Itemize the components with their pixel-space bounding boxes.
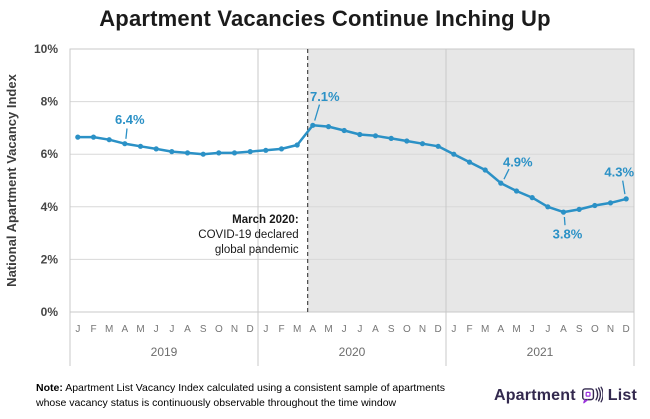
svg-text:N: N [607, 324, 614, 335]
y-axis-tick-labels: 0% 2% 4% 6% 8% 10% [34, 42, 58, 319]
svg-text:6.4%: 6.4% [115, 112, 145, 127]
data-points [75, 122, 629, 215]
svg-text:O: O [215, 324, 223, 335]
svg-text:4.9%: 4.9% [503, 155, 533, 170]
svg-text:A: A [497, 324, 504, 335]
svg-text:3.8%: 3.8% [553, 227, 583, 242]
svg-text:S: S [576, 324, 583, 335]
footnote-line1: Note: Apartment List Vacancy Index calcu… [36, 382, 445, 394]
svg-text:D: D [247, 324, 254, 335]
svg-text:M: M [136, 324, 144, 335]
svg-text:F: F [278, 324, 284, 335]
svg-text:D: D [435, 324, 442, 335]
svg-text:N: N [419, 324, 426, 335]
year-labels: 2019 2020 2021 [151, 345, 554, 359]
logo-word-apartment: Apartment [493, 387, 576, 404]
svg-text:2%: 2% [41, 252, 59, 266]
plot-border [69, 48, 635, 366]
svg-text:7.1%: 7.1% [310, 89, 340, 104]
svg-text:F: F [466, 324, 472, 335]
svg-text:8%: 8% [41, 95, 59, 109]
logo-word-list: List [607, 387, 637, 404]
footnote-line2: whose vacancy status is continuously obs… [36, 397, 397, 410]
value-annotations: 6.4% 7.1% 4.9% 3.8% 4.3% [115, 89, 634, 242]
svg-text:4%: 4% [41, 200, 59, 214]
svg-text:S: S [200, 324, 207, 335]
svg-text:O: O [591, 324, 599, 335]
vacancy-line [76, 124, 628, 214]
svg-text:M: M [293, 324, 301, 335]
svg-text:J: J [154, 324, 159, 335]
svg-text:O: O [403, 324, 411, 335]
svg-text:J: J [263, 324, 268, 335]
gridlines [70, 101, 634, 260]
svg-text:S: S [388, 324, 395, 335]
svg-text:J: J [342, 324, 347, 335]
svg-text:D: D [623, 324, 630, 335]
svg-text:M: M [481, 324, 489, 335]
svg-text:F: F [90, 324, 96, 335]
svg-text:A: A [560, 324, 567, 335]
svg-text:2019: 2019 [151, 345, 178, 359]
svg-text:A: A [309, 324, 316, 335]
svg-text:M: M [512, 324, 520, 335]
svg-text:2021: 2021 [527, 345, 554, 359]
svg-text:J: J [451, 324, 456, 335]
svg-text:10%: 10% [34, 42, 58, 56]
svg-text:2020: 2020 [339, 345, 366, 359]
svg-text:A: A [121, 324, 128, 335]
y-axis-title: National Apartment Vacancy Index [4, 73, 19, 286]
svg-text:J: J [75, 324, 80, 335]
chart-title: Apartment Vacancies Continue Inching Up [99, 6, 551, 31]
post-pandemic-shaded-region [307, 49, 634, 312]
svg-text:4.3%: 4.3% [604, 164, 634, 179]
footnote: Note: Apartment List Vacancy Index calcu… [36, 381, 506, 411]
svg-text:M: M [105, 324, 113, 335]
svg-text:6%: 6% [41, 147, 59, 161]
svg-text:J: J [357, 324, 362, 335]
vacancy-chart: 0% 2% 4% 6% 8% 10% National Apartment Vacancy … [4, 42, 635, 366]
svg-text:A: A [184, 324, 191, 335]
svg-text:0%: 0% [41, 305, 59, 319]
svg-text:J: J [530, 324, 535, 335]
pandemic-annotation: March 2020: COVID-19 declared global pande… [198, 214, 299, 256]
svg-text:J: J [545, 324, 550, 335]
svg-text:A: A [372, 324, 379, 335]
svg-text:J: J [169, 324, 174, 335]
apartment-list-logo-icon [581, 386, 603, 404]
apartment-list-logo: Apartment List [494, 386, 637, 406]
svg-text:N: N [231, 324, 238, 335]
footnote-label: Note: [36, 382, 63, 394]
svg-text:M: M [324, 324, 332, 335]
